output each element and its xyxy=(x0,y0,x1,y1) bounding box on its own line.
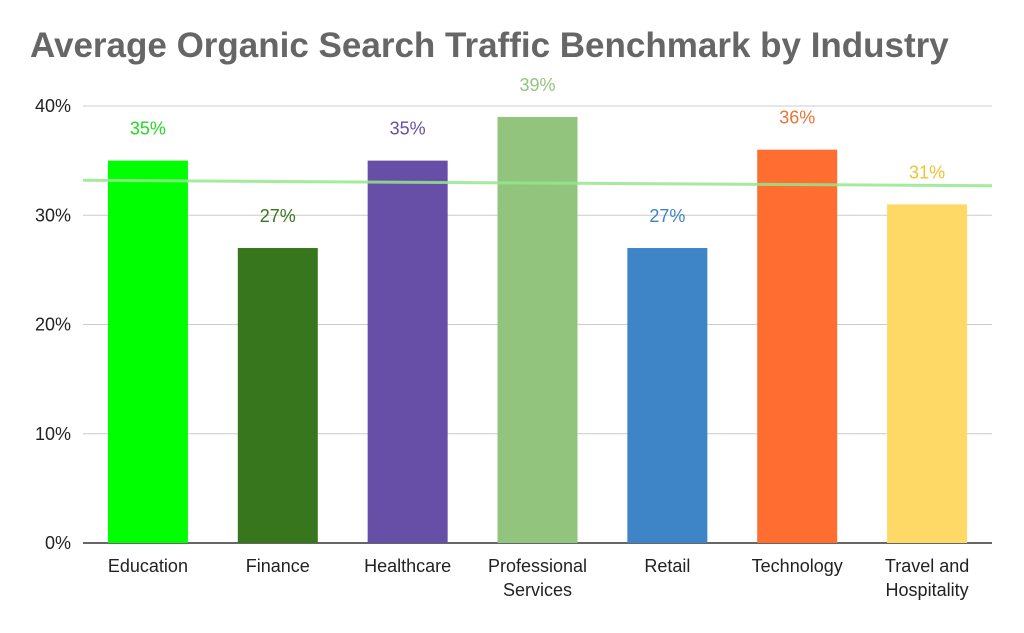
trendline xyxy=(82,178,993,188)
bar xyxy=(497,116,578,544)
data-label: 27% xyxy=(649,206,685,226)
y-tick-label: 0% xyxy=(45,533,71,553)
y-tick-label: 20% xyxy=(35,315,71,335)
data-label: 36% xyxy=(779,108,815,128)
x-tick-label: Hospitality xyxy=(886,580,969,600)
y-tick-label: 40% xyxy=(35,96,71,116)
bar xyxy=(107,160,188,543)
bar xyxy=(367,160,448,543)
bar xyxy=(627,248,708,543)
y-tick-label: 10% xyxy=(35,424,71,444)
bar xyxy=(887,204,968,543)
x-tick-label: Healthcare xyxy=(364,556,451,576)
x-tick-label: Technology xyxy=(752,556,843,576)
data-label: 35% xyxy=(130,119,166,139)
x-tick-label: Education xyxy=(108,556,188,576)
x-tick-label: Services xyxy=(503,580,572,600)
data-label: 27% xyxy=(260,206,296,226)
bar xyxy=(757,149,838,543)
x-tick-label: Retail xyxy=(644,556,690,576)
chart-title: Average Organic Search Traffic Benchmark… xyxy=(30,26,949,65)
x-tick-label: Finance xyxy=(246,556,310,576)
x-tick-label: Professional xyxy=(488,556,587,576)
x-tick-label: Travel and xyxy=(885,556,969,576)
data-label: 39% xyxy=(519,75,555,95)
y-tick-label: 30% xyxy=(35,205,71,225)
data-label: 31% xyxy=(909,162,945,182)
bar xyxy=(237,248,318,543)
data-label: 35% xyxy=(390,119,426,139)
